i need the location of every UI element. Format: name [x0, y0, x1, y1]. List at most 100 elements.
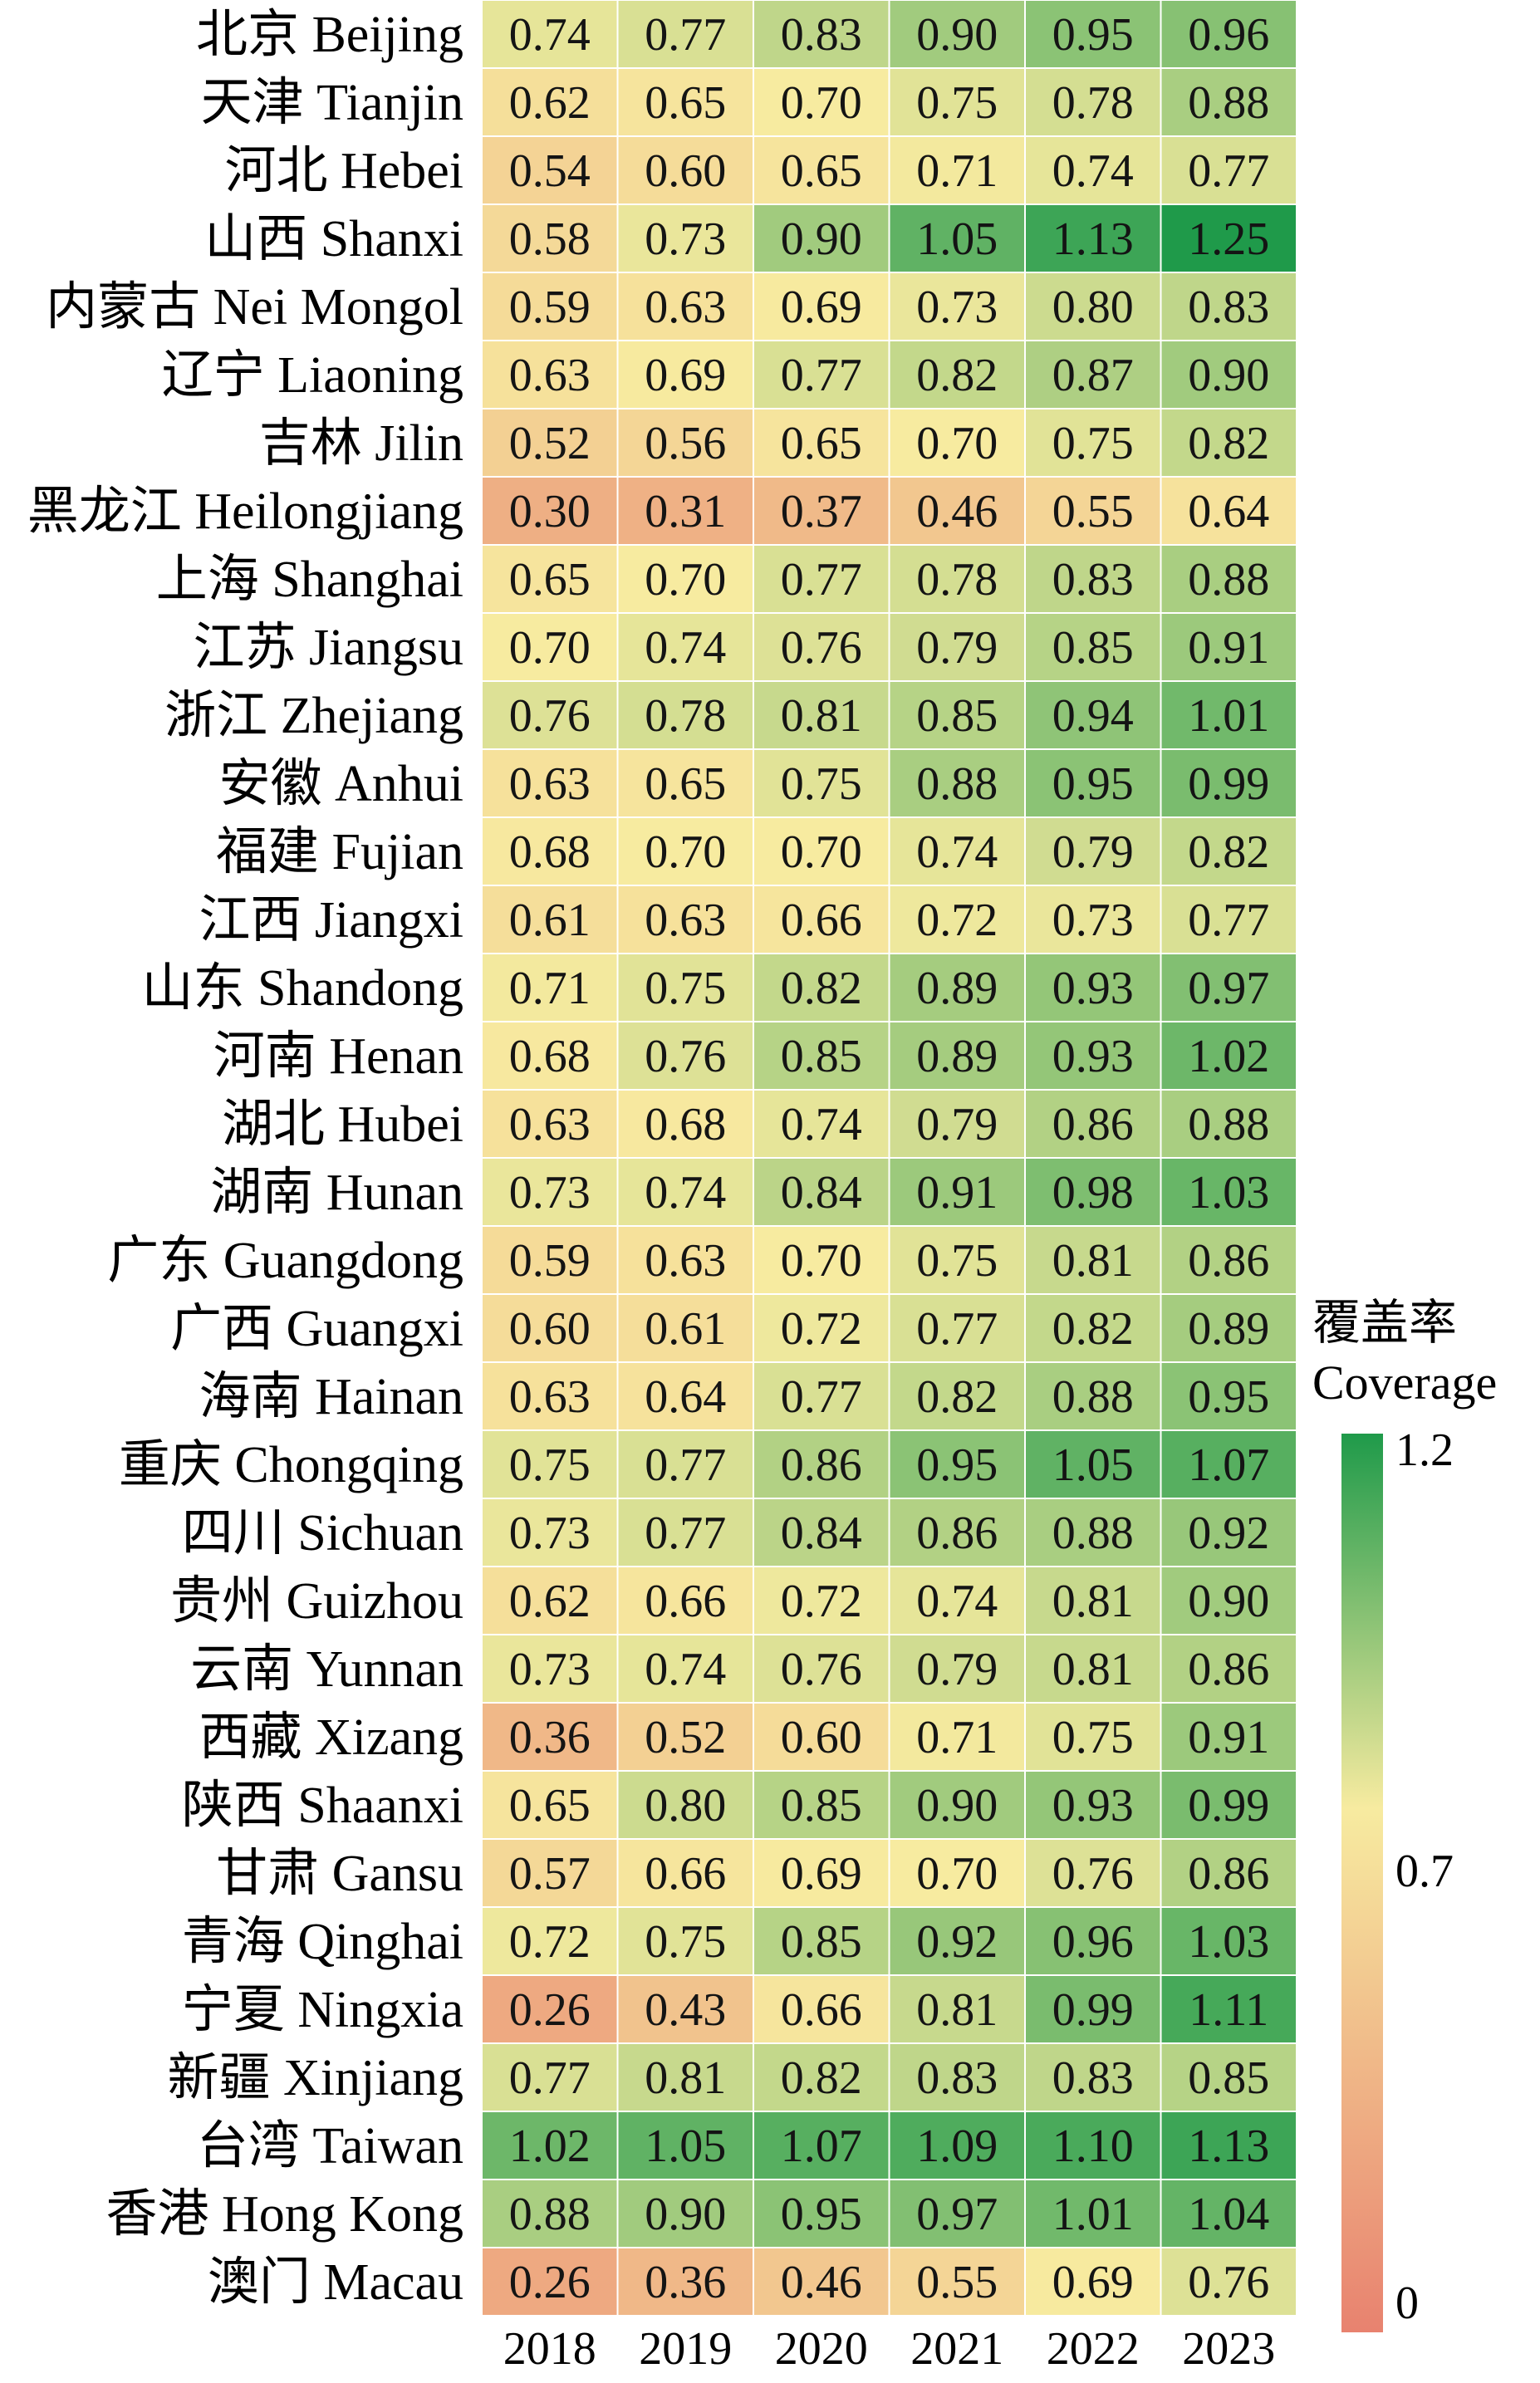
cell-value-label: 0.37	[781, 486, 862, 537]
cell-value-label: 0.82	[916, 1371, 998, 1423]
heatmap-cell	[1026, 273, 1160, 340]
heatmap-cell	[618, 750, 753, 816]
colorbar-tick-mid: 0.7	[1395, 1846, 1454, 1897]
cell-value-label: 0.69	[781, 282, 862, 333]
cell-value-label: 0.84	[781, 1508, 862, 1559]
heatmap-cell	[890, 341, 1024, 408]
colorbar-gradient	[1341, 1434, 1383, 2332]
cell-value-label: 1.13	[1188, 2121, 1269, 2172]
cell-value-label: 1.03	[1188, 1916, 1269, 1968]
cell-value-label: 0.90	[781, 213, 862, 265]
heatmap-cell	[483, 1704, 617, 1770]
heatmap-cell	[754, 2248, 889, 2315]
cell-value-label: 1.01	[1052, 2189, 1134, 2240]
heatmap-cell	[754, 1772, 889, 1838]
cell-value-label: 0.61	[509, 895, 591, 946]
cell-value-label: 0.43	[645, 1984, 726, 2036]
colorbar-title-zh: 覆盖率	[1312, 1296, 1457, 1350]
row-label: 云南 Yunnan	[190, 1641, 463, 1698]
heatmap-cell	[754, 1363, 889, 1429]
heatmap-cell	[1161, 409, 1296, 476]
heatmap-cell	[1161, 1976, 1296, 2042]
cell-value-label: 0.68	[645, 1099, 726, 1150]
heatmap-cell	[754, 750, 889, 816]
heatmap-cell	[754, 205, 889, 272]
heatmap-cell	[1026, 1295, 1160, 1361]
cell-value-label: 0.74	[781, 1099, 862, 1150]
heatmap-cell	[483, 1567, 617, 1634]
cell-value-label: 0.88	[1188, 554, 1269, 606]
cell-value-label: 0.90	[1188, 1576, 1269, 1627]
heatmap-cell	[618, 1, 753, 67]
cell-value-label: 1.02	[1188, 1031, 1269, 1082]
cell-value-label: 0.74	[645, 1167, 726, 1218]
cell-value-label: 0.88	[509, 2189, 591, 2240]
cell-value-label: 0.82	[1052, 1303, 1134, 1355]
cell-value-label: 0.88	[1052, 1508, 1134, 1559]
cell-value-label: 0.70	[645, 826, 726, 878]
heatmap-cell	[754, 1976, 889, 2042]
cell-value-label: 1.01	[1188, 690, 1269, 742]
cell-value-label: 0.66	[781, 895, 862, 946]
cell-value-label: 0.89	[1188, 1303, 1269, 1355]
heatmap-cell	[1026, 954, 1160, 1021]
heatmap-cell	[483, 1295, 617, 1361]
cell-value-label: 0.54	[509, 145, 591, 197]
heatmap-cell	[1026, 478, 1160, 544]
heatmap-cell	[1161, 750, 1296, 816]
cell-value-label: 0.98	[1052, 1167, 1134, 1218]
cell-value-label: 0.76	[1052, 1848, 1134, 1900]
heatmap-cell	[890, 750, 1024, 816]
heatmap-cell	[1161, 1635, 1296, 1702]
colorbar-title-en: Coverage	[1312, 1356, 1497, 1410]
heatmap-cell	[1026, 1704, 1160, 1770]
heatmap-cell	[483, 818, 617, 885]
cell-value-label: 0.71	[509, 963, 591, 1014]
cell-value-label: 0.82	[781, 2052, 862, 2104]
heatmap-cell	[1161, 137, 1296, 203]
heatmap-cell	[1161, 1227, 1296, 1293]
cell-value-label: 1.09	[916, 2121, 998, 2172]
cell-value-label: 0.62	[509, 77, 591, 129]
cell-value-label: 0.63	[509, 1099, 591, 1150]
heatmap-cell	[618, 546, 753, 612]
cell-value-label: 1.11	[1189, 1984, 1268, 2036]
heatmap-cell	[890, 2248, 1024, 2315]
cell-value-label: 0.60	[781, 1712, 862, 1763]
heatmap-cell	[890, 1091, 1024, 1157]
row-label: 青海 Qinghai	[182, 1914, 463, 1970]
heatmap-cell	[754, 1159, 889, 1225]
heatmap-cell	[1026, 818, 1160, 885]
heatmap-cell	[1161, 2180, 1296, 2247]
heatmap-cell	[754, 1431, 889, 1498]
cell-value-label: 0.74	[916, 1576, 998, 1627]
cell-value-label: 0.63	[645, 1235, 726, 1287]
heatmap-cell	[890, 886, 1024, 953]
cell-value-label: 0.77	[781, 554, 862, 606]
cell-value-label: 0.88	[1188, 77, 1269, 129]
row-label: 澳门 Macau	[208, 2254, 463, 2311]
heatmap-cell	[483, 546, 617, 612]
heatmap-cell	[754, 1499, 889, 1566]
row-label: 上海 Shanghai	[156, 552, 463, 608]
heatmap-cell	[890, 1976, 1024, 2042]
cell-value-label: 0.70	[645, 554, 726, 606]
heatmap-cell	[890, 682, 1024, 748]
heatmap-cell	[483, 1363, 617, 1429]
cell-value-label: 0.73	[916, 282, 998, 333]
cell-value-label: 0.75	[645, 963, 726, 1014]
cell-value-label: 0.85	[916, 690, 998, 742]
cell-value-label: 0.86	[1052, 1099, 1134, 1150]
cell-value-label: 0.77	[645, 9, 726, 61]
cell-value-label: 0.88	[916, 758, 998, 810]
cell-value-label: 0.76	[1188, 2257, 1269, 2308]
heatmap-cell	[618, 1772, 753, 1838]
heatmap-cell	[483, 1091, 617, 1157]
cell-value-label: 0.77	[509, 2052, 591, 2104]
heatmap-cell	[483, 1, 617, 67]
heatmap-cell	[483, 341, 617, 408]
heatmap-cell	[754, 2044, 889, 2111]
cell-value-label: 0.87	[1052, 350, 1134, 401]
heatmap-cell	[754, 682, 889, 748]
